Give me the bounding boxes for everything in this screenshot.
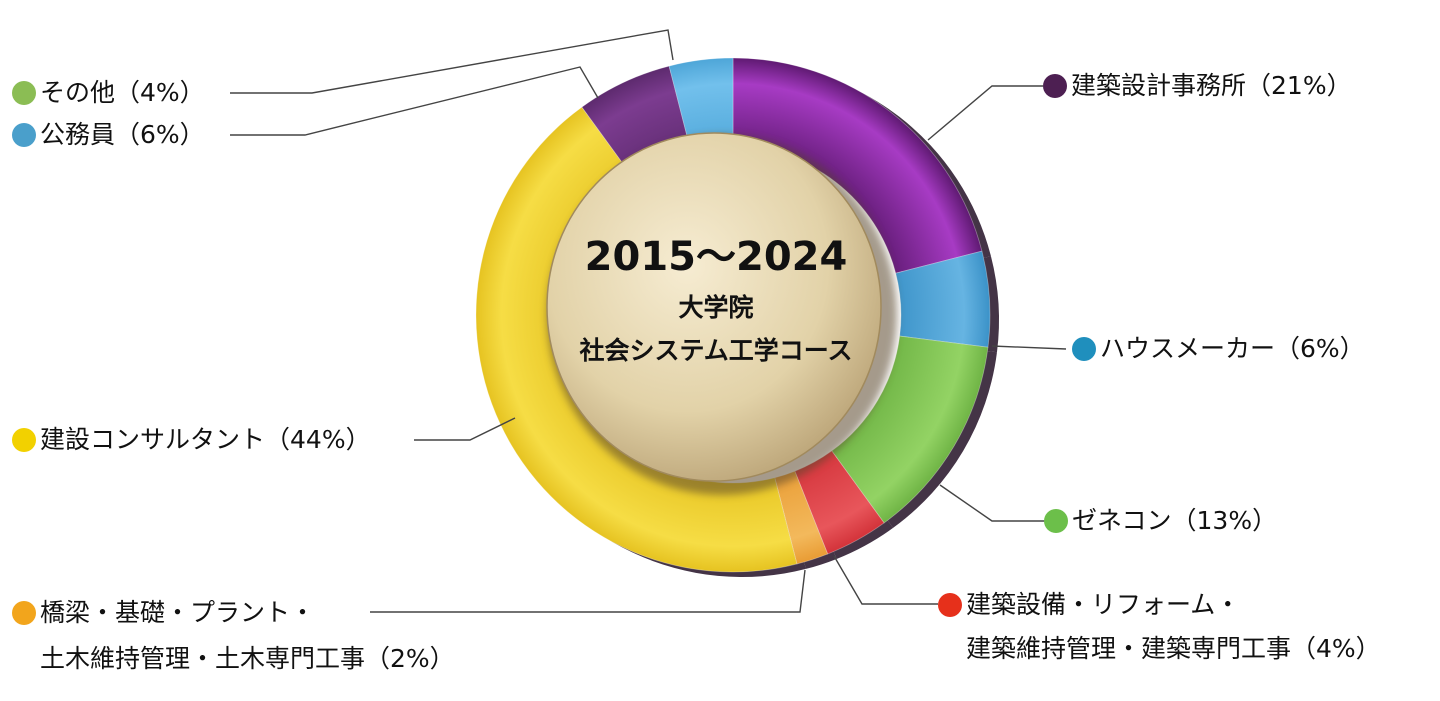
legend-dot-consult xyxy=(12,428,36,452)
legend-pct-consult: （44%） xyxy=(265,425,371,454)
leader-line-equip xyxy=(833,555,938,605)
legend-equip: 建築設備・リフォーム・ xyxy=(938,590,1240,620)
legend-dot-bridge xyxy=(12,601,36,625)
legend-pct-other: （4%） xyxy=(115,78,205,107)
leader-line-bridge xyxy=(370,569,806,613)
legend-dot-arch xyxy=(1043,74,1067,98)
legend-dot-civil xyxy=(12,123,36,147)
legend-label-bridge: 橋梁・基礎・プラント・ xyxy=(40,598,316,627)
center-disc xyxy=(546,132,882,482)
legend-label-equip: 建築設備・リフォーム・ xyxy=(966,590,1241,619)
legend-gene: ゼネコン （13%） xyxy=(1044,506,1277,536)
legend-label-house: ハウスメーカー xyxy=(1100,334,1276,363)
legend-bridge-line2: 土木維持管理・土木専門工事（2%） xyxy=(40,644,455,673)
legend-dot-house xyxy=(1072,337,1096,361)
leader-line-civil xyxy=(230,66,599,136)
legend-label-civil: 公務員 xyxy=(40,120,116,149)
legend-dot-gene xyxy=(1044,509,1068,533)
legend-dot-equip xyxy=(938,593,962,617)
leader-lines xyxy=(230,29,1067,613)
ring-slices xyxy=(475,57,991,573)
leader-line-house xyxy=(991,345,1067,350)
center-subtitle-2: 社会システム工学コース xyxy=(579,336,853,365)
leader-line-consult xyxy=(414,417,516,441)
legend-pct-house: （6%） xyxy=(1275,334,1365,363)
legend-equip-line2: 建築維持管理・建築専門工事（4%） xyxy=(966,634,1381,663)
legend-label-arch: 建築設計事務所 xyxy=(1071,71,1247,100)
legend-pct-civil: （6%） xyxy=(115,120,205,149)
legend-other: その他 （4%） xyxy=(12,78,205,108)
legend-label-other: その他 xyxy=(40,78,116,107)
legend-dot-other xyxy=(12,81,36,105)
legend-label-gene: ゼネコン xyxy=(1072,506,1172,535)
legend-consult: 建設コンサルタント （44%） xyxy=(12,425,371,455)
legend-house: ハウスメーカー （6%） xyxy=(1072,334,1365,364)
center-years: 2015〜2024 xyxy=(584,234,848,280)
legend-pct-arch: （21%） xyxy=(1246,71,1352,100)
legend-label-consult: 建設コンサルタント xyxy=(40,425,266,454)
center-subtitle-1: 大学院 xyxy=(678,293,754,322)
legend-civil: 公務員 （6%） xyxy=(12,120,205,150)
leader-line-arch xyxy=(927,85,1043,141)
legend-arch: 建築設計事務所 （21%） xyxy=(1043,71,1352,101)
leader-line-gene xyxy=(939,484,1046,522)
legend-pct-gene: （13%） xyxy=(1171,506,1278,535)
slice-gene xyxy=(831,335,989,524)
legend-bridge: 橋梁・基礎・プラント・ xyxy=(12,598,315,628)
leader-line-other xyxy=(230,29,674,94)
